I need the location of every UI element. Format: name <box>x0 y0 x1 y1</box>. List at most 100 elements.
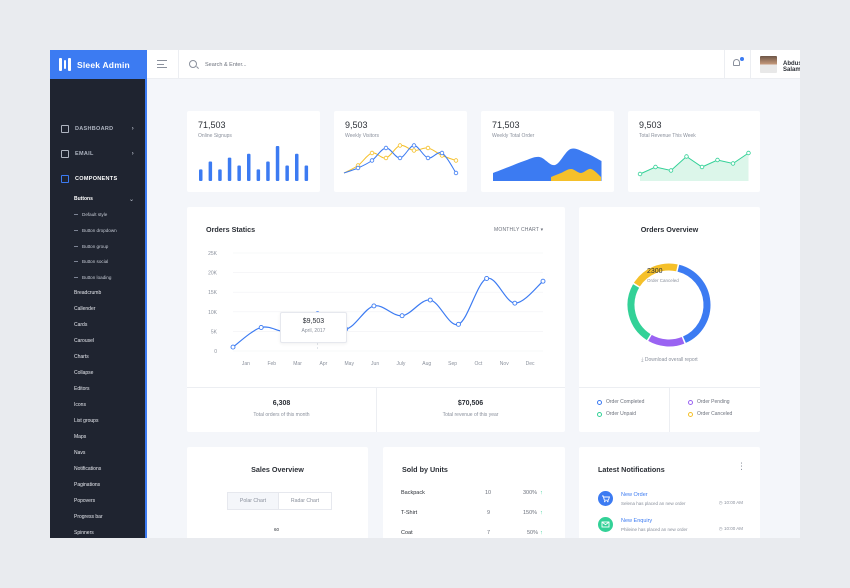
data-point <box>411 148 417 153</box>
unit-pct: 300% <box>523 490 538 496</box>
sidebar-item-component[interactable]: Editors <box>74 386 90 393</box>
legend-order-completed: Order Completed <box>597 399 644 405</box>
avatar[interactable] <box>760 56 777 73</box>
unit-pct: 150% <box>523 510 538 516</box>
data-point <box>746 150 751 156</box>
orders-overview-card: Orders Overview 2300 Order Canceled ⤓ Do… <box>579 207 760 432</box>
sidebar-subitem[interactable]: Button loading <box>50 270 145 286</box>
sidebar-item-component[interactable]: Notifications <box>74 466 102 473</box>
folder-icon <box>61 174 69 183</box>
data-point <box>653 164 658 170</box>
table-row: Coat 7 50% ↑ <box>401 530 546 538</box>
y-tick-label: 5K <box>211 329 218 335</box>
y-tick-label: 25K <box>208 251 218 257</box>
mail-icon <box>598 517 613 532</box>
search-input[interactable] <box>205 58 405 71</box>
area-fill <box>640 153 749 181</box>
sidebar-item-component[interactable]: Charts <box>74 354 89 361</box>
sidebar-subitem[interactable]: Button dropdown <box>50 223 145 239</box>
data-point <box>484 276 490 281</box>
bar <box>266 161 270 181</box>
visitors-line-chart <box>343 143 459 176</box>
sidebar-item-component[interactable]: Cards <box>74 322 88 329</box>
stat-card-revenue: 9,503 Total Revenue This Week <box>628 111 760 192</box>
menu-toggle-icon[interactable] <box>157 60 167 69</box>
y-tick-label: 10K <box>208 310 218 316</box>
search-icon[interactable] <box>189 60 197 68</box>
sidebar-item-component[interactable]: Progress bar <box>74 514 103 521</box>
sidebar-item-component[interactable]: Callender <box>74 306 96 313</box>
x-tick-label: Oct <box>475 361 483 367</box>
sidebar-item-email[interactable]: EMAIL › <box>50 141 145 166</box>
sidebar-item-dashboard[interactable]: DASHBOARD › <box>50 116 145 141</box>
orders-statics-card: Orders Statics MONTHLY CHART ▾ 0 5K 10K 15K… <box>187 207 565 432</box>
stat-label: Weekly Visitors <box>345 133 379 139</box>
notifications-card: Latest Notifications ⋮ New Order Selena … <box>579 447 760 538</box>
sidebar-item-component[interactable]: Popovers <box>74 498 96 505</box>
orders-area-chart <box>493 148 602 181</box>
stat-label: Online Signups <box>198 133 232 139</box>
sidebar-item-component[interactable]: Spinners <box>74 530 94 537</box>
stat-value: 71,503 <box>492 120 520 130</box>
sidebar-item-component[interactable]: Maps <box>74 434 87 441</box>
total-orders-value: 6,308 <box>272 400 291 407</box>
y-tick-label: 0 <box>214 349 217 355</box>
brand[interactable]: Sleek Admin <box>50 50 147 79</box>
sidebar-subitem[interactable]: Button social <box>50 254 145 270</box>
bar <box>247 153 251 181</box>
donut-slice <box>627 284 651 341</box>
data-point <box>230 344 236 350</box>
x-tick-label: Jan <box>242 361 250 367</box>
data-point <box>715 157 720 163</box>
sidebar-item-component[interactable]: List groups <box>74 418 99 425</box>
notification-item[interactable]: New Order Selena has placed an new order… <box>598 491 743 513</box>
card-title: Orders Overview <box>640 225 699 234</box>
sidebar-item-buttons[interactable]: Buttons ⌄ <box>50 191 145 207</box>
sales-overview-card: Sales Overview Polar Chart Radar Chart 6… <box>187 447 368 538</box>
data-point <box>399 313 405 319</box>
notification-item[interactable]: New Enquiry Phileine has placed an new o… <box>598 517 743 538</box>
x-tick-label: Sep <box>448 361 457 367</box>
tab-radar-chart[interactable]: Radar Chart <box>278 492 332 510</box>
data-point <box>684 154 689 159</box>
data-point <box>383 145 389 151</box>
sidebar-item-component[interactable]: Carousel <box>74 338 95 345</box>
sidebar-item-component[interactable]: Breadcrumb <box>74 290 102 297</box>
more-vertical-icon[interactable]: ⋮ <box>737 461 746 471</box>
sidebar-subitem[interactable]: Button group <box>50 238 145 254</box>
download-report-link[interactable]: ⤓ Download overall report <box>579 357 760 363</box>
notification-time-text: 10:00 AM <box>723 500 743 505</box>
sidebar-item-component[interactable]: Icons <box>74 402 86 409</box>
data-point <box>425 145 431 151</box>
cart-icon <box>598 491 613 506</box>
user-name[interactable]: Abdus Salam <box>783 61 800 73</box>
brand-name: Sleek Admin <box>77 59 130 70</box>
sidebar-item-label: Buttons <box>74 196 93 202</box>
sidebar-item-component[interactable]: Navs <box>74 450 86 457</box>
x-tick-label: Mar <box>293 361 302 367</box>
unit-qty: 10 <box>485 490 492 496</box>
bell-icon[interactable] <box>733 57 744 69</box>
sidebar-item-component[interactable]: Paginations <box>74 482 101 489</box>
x-tick-label: Feb <box>267 361 276 367</box>
unit-name: Backpack <box>401 490 425 496</box>
tab-polar-chart[interactable]: Polar Chart <box>227 492 279 510</box>
arrow-up-icon: ↑ <box>540 510 543 516</box>
chart-type-dropdown[interactable]: MONTHLY CHART ▾ <box>494 227 543 233</box>
notification-dot <box>740 57 744 61</box>
x-tick-label: Aug <box>422 361 431 367</box>
sidebar-item-component[interactable]: Collapse <box>74 370 94 377</box>
bar <box>256 169 261 181</box>
chevron-down-icon: ⌄ <box>128 196 134 203</box>
sidebar-item-label: COMPONENTS <box>75 175 118 182</box>
data-point <box>730 161 736 166</box>
sidebar: DASHBOARD › EMAIL › COMPONENTS Buttons ⌄… <box>50 79 147 538</box>
sidebar-subitem[interactable]: Default style <box>50 207 145 223</box>
data-point <box>439 150 445 156</box>
bar <box>208 161 213 181</box>
total-revenue-label: Total revenue of this year <box>442 412 499 418</box>
notification-time: ◷ 10:00 AM <box>719 500 743 506</box>
legend-label: Order Pending <box>697 399 730 405</box>
sidebar-item-components[interactable]: COMPONENTS <box>50 166 145 191</box>
x-tick-label: July <box>396 361 405 367</box>
